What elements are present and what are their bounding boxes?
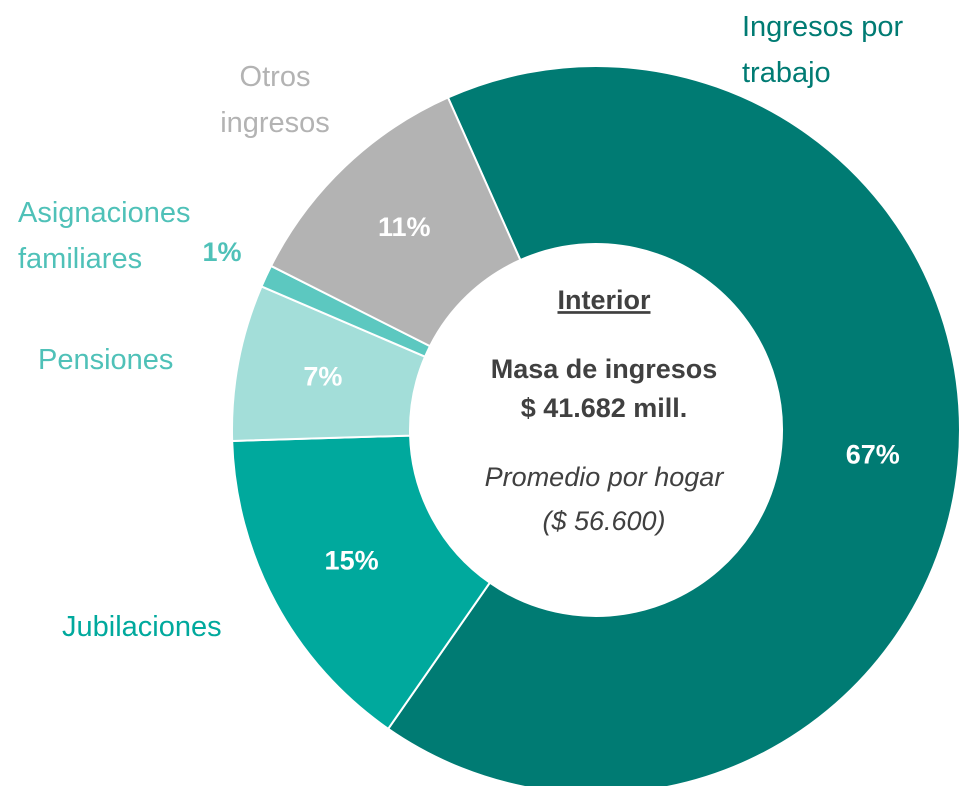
center-line: Masa de ingresos (491, 354, 718, 384)
slice (269, 96, 522, 348)
slice (386, 65, 960, 786)
value-label: 11% (378, 212, 431, 242)
center-title: Interior (557, 285, 651, 315)
value-label: 15% (325, 546, 379, 576)
value-label: 1% (202, 237, 241, 267)
center-line: Promedio por hogar (485, 462, 725, 492)
category-label: Otros ingresos (220, 61, 330, 139)
center-line: $ 41.682 mill. (521, 393, 688, 423)
category-label: Asignaciones familiares (18, 197, 191, 275)
slice (231, 434, 492, 731)
value-label: 7% (303, 361, 342, 391)
category-label: Jubilaciones (62, 611, 222, 643)
category-label: Pensiones (38, 344, 174, 376)
center-line: ($ 56.600) (542, 506, 665, 536)
value-label: 67% (846, 439, 900, 469)
category-label: Ingresos por trabajo (742, 11, 904, 89)
